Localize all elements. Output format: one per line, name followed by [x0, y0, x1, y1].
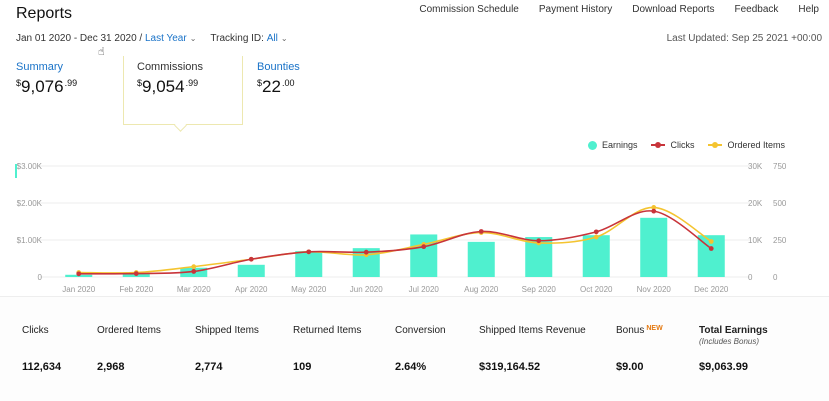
- ordered-items-point: [708, 239, 714, 244]
- clicks-point: [76, 271, 82, 277]
- left-tick-label: $2.00K: [17, 199, 43, 208]
- date-range-text[interactable]: Jan 01 2020 - Dec 31 2020 /: [16, 33, 143, 44]
- nav-help[interactable]: Help: [798, 4, 819, 15]
- clicks-point: [363, 249, 369, 255]
- clicks-swatch-icon: [651, 142, 666, 148]
- right-tick-label: 500: [773, 199, 787, 208]
- tracking-id-label: Tracking ID:: [210, 33, 264, 44]
- right-tick-label: 750: [773, 162, 787, 171]
- summary-label: Summary: [16, 61, 64, 73]
- clicks-point: [306, 249, 312, 255]
- summary-value: $9,076.99: [16, 77, 78, 96]
- commissions-value: $9,054.99: [137, 77, 199, 96]
- x-tick-label: Jan 2020: [62, 285, 95, 294]
- metric-bonus: Bonus NEW $9.00: [616, 325, 663, 373]
- last-updated: Last Updated: Sep 25 2021 +00:00: [666, 33, 822, 44]
- clicks-point: [478, 229, 484, 234]
- x-tick-label: Sep 2020: [522, 285, 557, 294]
- x-tick-label: Jul 2020: [409, 285, 440, 294]
- new-badge: NEW: [646, 325, 663, 332]
- legend-ordered-items[interactable]: Ordered Items: [708, 140, 785, 150]
- nav-payment-history[interactable]: Payment History: [538, 4, 613, 15]
- right-tick-label: 20K: [748, 199, 763, 208]
- clicks-point: [651, 208, 657, 214]
- metric-returned-items: Returned Items 109: [293, 325, 362, 373]
- ordered-items-swatch-icon: [708, 142, 723, 148]
- period-dropdown[interactable]: Last Year: [144, 33, 187, 44]
- earnings-bar: [295, 251, 323, 277]
- x-tick-label: Aug 2020: [464, 285, 499, 294]
- earnings-bar: [582, 235, 610, 277]
- x-tick-label: Mar 2020: [177, 285, 211, 294]
- x-tick-label: Apr 2020: [235, 285, 268, 294]
- left-tick-label: $1.00K: [17, 236, 43, 245]
- clicks-point: [708, 246, 714, 251]
- summary-tab[interactable]: Summary $9,076.99: [16, 61, 77, 97]
- filter-bar: Jan 01 2020 - Dec 31 2020 / Last Year ⌄ …: [16, 33, 288, 44]
- clicks-point: [536, 238, 542, 244]
- bounties-value: $22.00: [257, 77, 295, 96]
- nav-feedback[interactable]: Feedback: [734, 4, 779, 15]
- page-title: Reports: [16, 5, 73, 22]
- chevron-down-icon[interactable]: ⌄: [189, 34, 197, 43]
- top-nav: Commission Schedule Payment History Down…: [419, 4, 819, 15]
- right-tick-label: 10K: [748, 236, 763, 245]
- legend-clicks[interactable]: Clicks: [651, 140, 694, 150]
- right-tick-label: 0: [748, 273, 753, 282]
- metric-shipped-revenue: Shipped Items Revenue $319,164.52: [479, 325, 586, 373]
- right-tick-label: 250: [773, 236, 787, 245]
- metric-ordered-items: Ordered Items 2,968: [97, 325, 161, 373]
- earnings-swatch-icon: [587, 140, 597, 150]
- metrics-panel: Clicks 112,634 Ordered Items 2,968 Shipped…: [0, 296, 829, 401]
- ordered-items-point: [191, 264, 197, 270]
- ordered-items-point: [651, 205, 657, 210]
- right-tick-label: 0: [773, 273, 778, 282]
- chevron-down-icon[interactable]: ⌄: [280, 34, 288, 43]
- commissions-label: Commissions: [137, 61, 204, 73]
- right-tick-label: 30K: [748, 162, 763, 171]
- earnings-bar: [640, 217, 668, 277]
- legend-earnings[interactable]: Earnings: [587, 140, 637, 150]
- earnings-bar: [410, 234, 438, 277]
- clicks-point: [133, 271, 139, 276]
- left-tick-label: $3.00K: [17, 162, 43, 171]
- clicks-point: [593, 229, 599, 235]
- tracking-id-dropdown[interactable]: All: [266, 33, 278, 44]
- nav-commission-schedule[interactable]: Commission Schedule: [419, 4, 519, 15]
- clicks-point: [191, 269, 197, 274]
- ordered-items-point: [593, 234, 599, 240]
- x-tick-label: Oct 2020: [580, 285, 613, 294]
- bounties-tab[interactable]: Bounties $22.00: [257, 61, 300, 97]
- chart-legend: Earnings Clicks Ordered Items: [587, 140, 785, 150]
- metric-conversion: Conversion 2.64%: [395, 325, 446, 373]
- clicks-line: [78, 210, 712, 275]
- metric-clicks: Clicks 112,634: [22, 325, 62, 373]
- clicks-point: [421, 244, 427, 250]
- nav-download-reports[interactable]: Download Reports: [632, 4, 715, 15]
- x-tick-label: Nov 2020: [637, 285, 672, 294]
- x-tick-label: Dec 2020: [694, 285, 729, 294]
- x-tick-label: May 2020: [291, 285, 327, 294]
- hand-cursor-icon: ☝: [98, 46, 105, 58]
- x-tick-label: Feb 2020: [119, 285, 153, 294]
- earnings-bar: [467, 241, 495, 277]
- x-tick-label: Jun 2020: [350, 285, 383, 294]
- bounties-label: Bounties: [257, 61, 300, 73]
- metric-total-earnings: Total Earnings (Includes Bonus) $9,063.99: [699, 325, 768, 373]
- metric-shipped-items: Shipped Items 2,774: [195, 325, 259, 373]
- left-tick-label: 0: [38, 273, 43, 282]
- earnings-chart: 0 0 0 $1.00K 10K 250 $2.00K 20K 500 $3.00K 30K 750 J…: [15, 162, 787, 294]
- earnings-bar: [237, 264, 265, 277]
- commissions-tab[interactable]: Commissions $9,054.99: [137, 61, 203, 97]
- clicks-point: [248, 256, 254, 262]
